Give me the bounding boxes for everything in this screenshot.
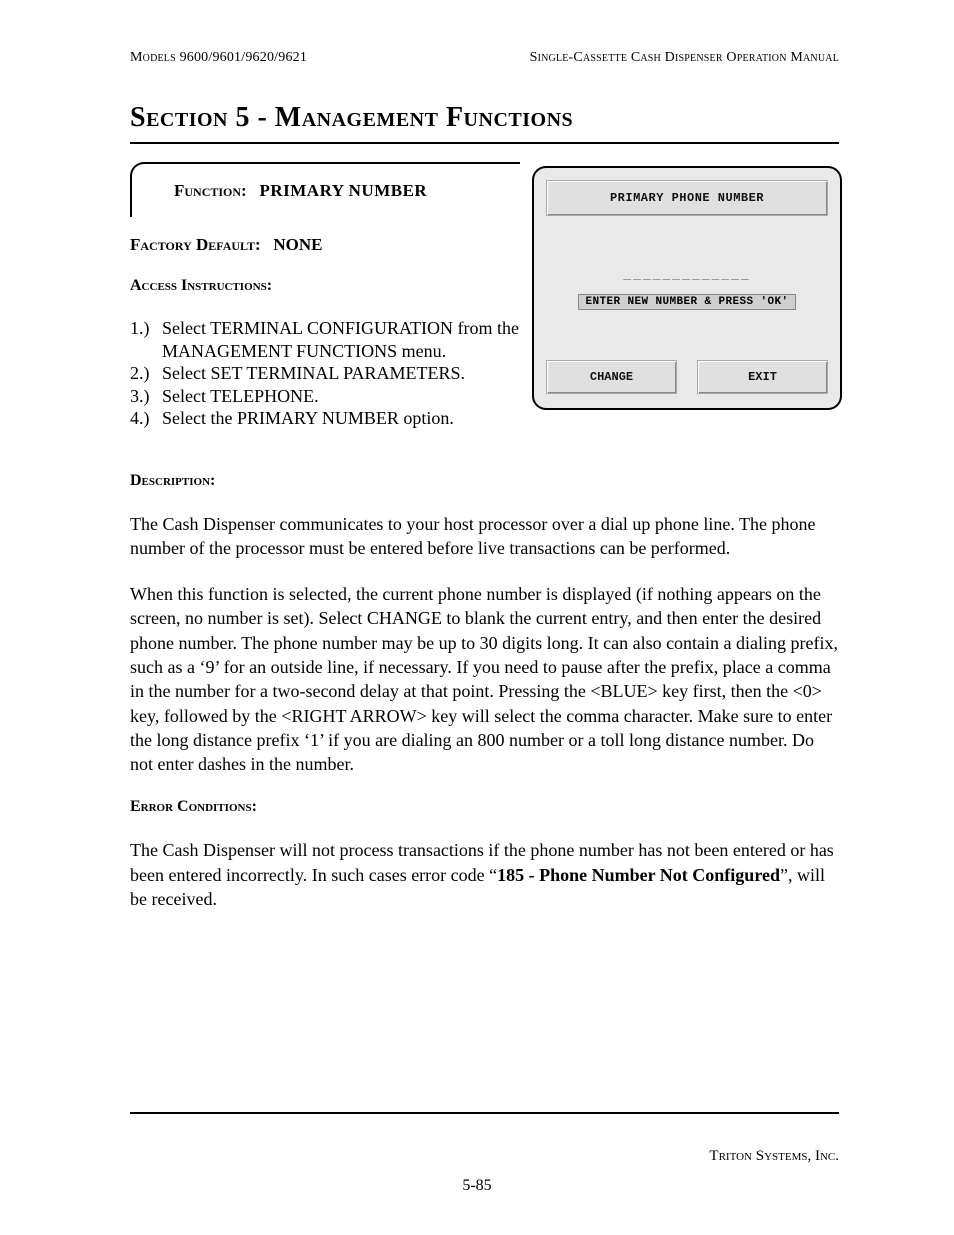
- error-conditions-heading: Error Conditions:: [130, 798, 839, 816]
- list-item-number: 4.): [130, 407, 162, 430]
- list-item-number: 1.): [130, 317, 162, 362]
- function-label-value: PRIMARY NUMBER: [259, 181, 427, 200]
- instruction-list: 1.) Select TERMINAL CONFIGURATION from t…: [130, 317, 520, 430]
- list-item-number: 3.): [130, 385, 162, 408]
- list-item-number: 2.): [130, 362, 162, 385]
- factory-default-value: NONE: [273, 235, 322, 254]
- atm-title-text: PRIMARY PHONE NUMBER: [610, 191, 764, 205]
- atm-exit-label: EXIT: [748, 370, 777, 384]
- list-item: 3.) Select TELEPHONE.: [130, 385, 520, 408]
- section-rule: [130, 142, 839, 144]
- atm-screen: PRIMARY PHONE NUMBER _____________ ENTER…: [532, 166, 842, 410]
- error-paragraph: The Cash Dispenser will not process tran…: [130, 838, 839, 911]
- function-label-key: Function:: [174, 181, 247, 200]
- atm-button-row: CHANGE EXIT: [546, 360, 828, 394]
- atm-exit-button[interactable]: EXIT: [697, 360, 828, 394]
- function-card: Function: PRIMARY NUMBER: [130, 162, 520, 217]
- description-heading: Description:: [130, 472, 839, 490]
- running-header: Models 9600/9601/9620/9621 Single-Casset…: [130, 50, 839, 66]
- atm-entry-area: _____________ ENTER NEW NUMBER & PRESS '…: [546, 267, 828, 310]
- list-item-text: Select TELEPHONE.: [162, 385, 319, 408]
- list-item: 2.) Select SET TERMINAL PARAMETERS.: [130, 362, 520, 385]
- page: Models 9600/9601/9620/9621 Single-Casset…: [0, 0, 954, 1235]
- function-row: Function: PRIMARY NUMBER Factory Default…: [130, 162, 839, 448]
- list-item-text: Select the PRIMARY NUMBER option.: [162, 407, 454, 430]
- list-item-text: Select SET TERMINAL PARAMETERS.: [162, 362, 465, 385]
- function-left-column: Function: PRIMARY NUMBER Factory Default…: [130, 162, 520, 448]
- atm-change-label: CHANGE: [590, 370, 633, 384]
- footer-rule: [130, 1112, 839, 1114]
- factory-default-label: Factory Default:: [130, 235, 261, 254]
- atm-prompt: ENTER NEW NUMBER & PRESS 'OK': [578, 294, 795, 310]
- description-paragraph: When this function is selected, the curr…: [130, 582, 839, 776]
- atm-screenshot: PRIMARY PHONE NUMBER _____________ ENTER…: [532, 166, 842, 410]
- description-paragraph: The Cash Dispenser communicates to your …: [130, 512, 839, 561]
- section-title: Section 5 - Management Functions: [130, 102, 839, 134]
- list-item: 1.) Select TERMINAL CONFIGURATION from t…: [130, 317, 520, 362]
- atm-change-button[interactable]: CHANGE: [546, 360, 677, 394]
- error-code: 185 - Phone Number Not Configured: [497, 865, 780, 885]
- header-left: Models 9600/9601/9620/9621: [130, 50, 307, 66]
- footer-page-number: 5-85: [0, 1177, 954, 1195]
- access-instructions-heading: Access Instructions:: [130, 277, 520, 295]
- factory-default: Factory Default: NONE: [130, 235, 520, 255]
- atm-title-field: PRIMARY PHONE NUMBER: [546, 180, 828, 216]
- list-item-text: Select TERMINAL CONFIGURATION from the M…: [162, 317, 520, 362]
- atm-entry-placeholder: _____________: [546, 267, 828, 282]
- footer-company: Triton Systems, Inc.: [709, 1148, 839, 1165]
- header-right: Single-Cassette Cash Dispenser Operation…: [530, 50, 839, 66]
- list-item: 4.) Select the PRIMARY NUMBER option.: [130, 407, 520, 430]
